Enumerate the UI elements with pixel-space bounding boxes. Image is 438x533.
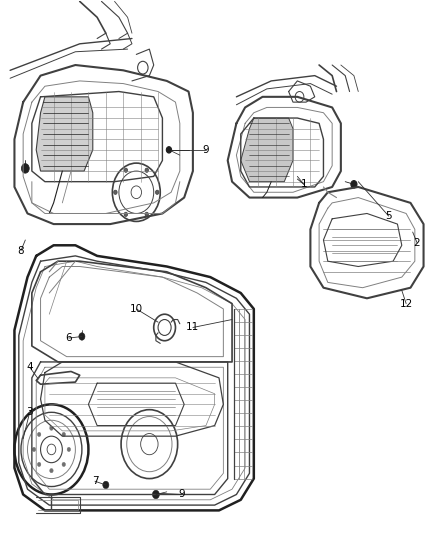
Circle shape [124, 168, 127, 172]
Text: 11: 11 [186, 322, 200, 333]
Polygon shape [36, 97, 93, 171]
Text: 6: 6 [66, 333, 72, 343]
Text: 8: 8 [18, 246, 24, 256]
Circle shape [79, 333, 85, 340]
Circle shape [67, 447, 71, 451]
Circle shape [114, 190, 117, 195]
Text: 9: 9 [203, 145, 209, 155]
Circle shape [49, 469, 53, 473]
Polygon shape [241, 118, 293, 182]
Circle shape [145, 168, 148, 172]
Circle shape [124, 212, 127, 216]
Circle shape [62, 462, 66, 466]
Text: 4: 4 [26, 362, 33, 372]
Circle shape [21, 164, 29, 173]
Circle shape [155, 190, 159, 195]
Text: 3: 3 [26, 407, 33, 417]
Text: 7: 7 [92, 477, 98, 486]
Text: 1: 1 [300, 179, 307, 189]
Circle shape [37, 462, 41, 466]
Text: 10: 10 [130, 304, 143, 314]
Text: 2: 2 [414, 238, 420, 248]
Circle shape [37, 432, 41, 437]
Circle shape [152, 490, 159, 499]
Circle shape [49, 426, 53, 430]
Circle shape [351, 181, 357, 188]
Text: 9: 9 [179, 489, 185, 499]
Circle shape [166, 147, 172, 153]
Circle shape [145, 212, 148, 216]
Circle shape [32, 447, 36, 451]
Circle shape [62, 432, 66, 437]
Text: 5: 5 [385, 211, 392, 221]
Text: 12: 12 [399, 298, 413, 309]
Circle shape [103, 481, 109, 489]
